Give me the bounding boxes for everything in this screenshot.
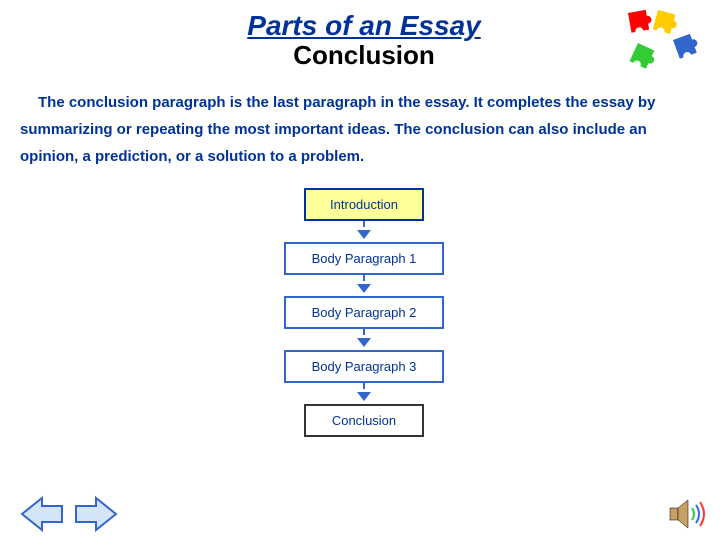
flowchart: Introduction Body Paragraph 1 Body Paragra… (0, 188, 728, 437)
next-button[interactable] (74, 494, 118, 534)
flow-arrow-icon (357, 221, 371, 242)
body-paragraph: The conclusion paragraph is the last par… (0, 71, 728, 170)
nav-controls (20, 494, 118, 534)
page-title: Parts of an Essay (247, 10, 480, 42)
flow-box-body-paragraph-1: Body Paragraph 1 (284, 242, 444, 275)
flow-box-introduction: Introduction (304, 188, 424, 221)
speaker-icon[interactable] (668, 496, 708, 532)
flow-arrow-icon (357, 383, 371, 404)
flow-arrow-icon (357, 275, 371, 296)
prev-button[interactable] (20, 494, 64, 534)
flow-box-body-paragraph-2: Body Paragraph 2 (284, 296, 444, 329)
flow-arrow-icon (357, 329, 371, 350)
flow-box-conclusion: Conclusion (304, 404, 424, 437)
flow-box-body-paragraph-3: Body Paragraph 3 (284, 350, 444, 383)
puzzle-decoration (618, 8, 708, 78)
